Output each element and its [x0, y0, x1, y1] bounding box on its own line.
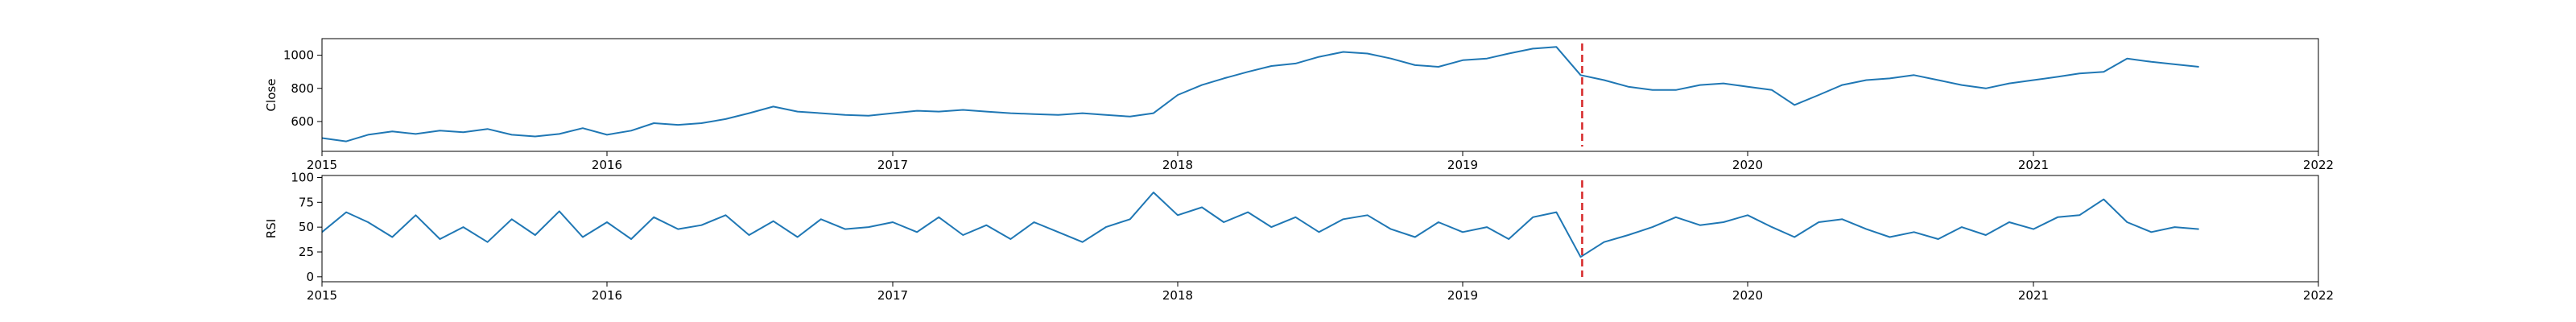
- rsi-y-ticks: 0 25 50 75 100: [291, 170, 322, 284]
- rsi-series-line-0: [321, 192, 2199, 258]
- close-x-tick-label: 2017: [877, 158, 908, 172]
- rsi-x-tick-label: 2020: [1732, 288, 1763, 303]
- close-price-panel: 2015 2016 2017 2018 2019 2020 2021 2022 600 800 1…: [264, 38, 2334, 172]
- rsi-y-tick-label: 50: [299, 220, 314, 234]
- rsi-x-tick-label: 2018: [1162, 288, 1193, 303]
- rsi-plot-layer: [321, 180, 2199, 277]
- rsi-x-ticks: 2015 2016 2017 2018 2019 2020 2021 2022: [307, 282, 2334, 303]
- close-x-tick-label: 2021: [2018, 158, 2049, 172]
- rsi-y-axis-label: RSI: [264, 219, 279, 238]
- rsi-y-tick-label: 100: [291, 170, 314, 184]
- rsi-x-tick-label: 2017: [877, 288, 908, 303]
- close-axes-frame: [321, 38, 2319, 152]
- close-y-ticks: 600 800 1000: [283, 48, 322, 129]
- close-plot-layer: [321, 43, 2199, 147]
- close-y-axis-label: Close: [264, 79, 279, 112]
- rsi-x-tick-label: 2016: [592, 288, 622, 303]
- close-x-tick-label: 2016: [592, 158, 622, 172]
- rsi-x-tick-label: 2015: [307, 288, 337, 303]
- rsi-panel: 2015 2016 2017 2018 2019 2020 2021 2022 0 25 50 75…: [264, 170, 2334, 303]
- rsi-y-tick-label: 25: [299, 245, 314, 259]
- close-series-line-0: [321, 46, 2199, 142]
- rsi-y-tick-label: 75: [299, 195, 314, 209]
- close-y-tick-label: 600: [291, 114, 314, 129]
- close-x-tick-label: 2022: [2303, 158, 2334, 172]
- rsi-x-tick-label: 2019: [1447, 288, 1478, 303]
- rsi-axes-frame: [321, 175, 2319, 283]
- rsi-x-tick-label: 2022: [2303, 288, 2334, 303]
- rsi-x-tick-label: 2021: [2018, 288, 2049, 303]
- rsi-y-tick-label: 0: [306, 270, 314, 284]
- close-x-tick-label: 2019: [1447, 158, 1478, 172]
- close-x-tick-label: 2015: [307, 158, 337, 172]
- close-y-tick-label: 1000: [283, 48, 314, 63]
- close-x-ticks: 2015 2016 2017 2018 2019 2020 2021 2022: [307, 151, 2334, 172]
- close-y-tick-label: 800: [291, 81, 314, 96]
- close-x-tick-label: 2020: [1732, 158, 1763, 172]
- close-x-tick-label: 2018: [1162, 158, 1193, 172]
